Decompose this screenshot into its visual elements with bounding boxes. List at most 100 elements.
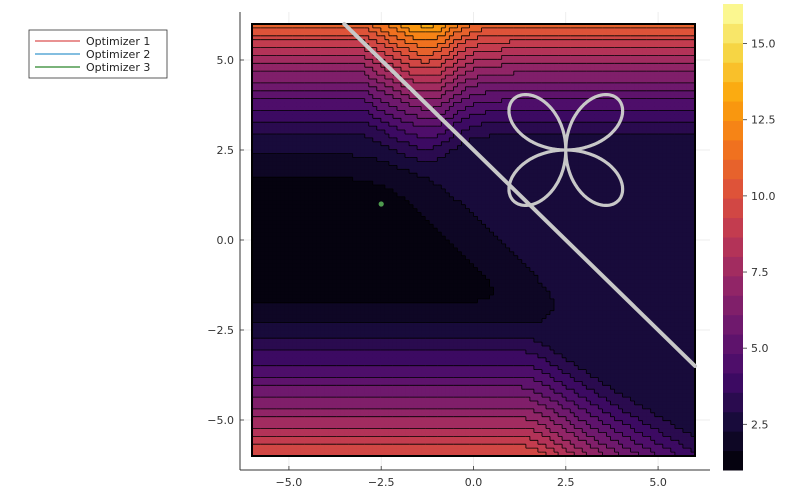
contour-cell xyxy=(396,397,402,402)
contour-cell xyxy=(372,373,378,379)
contour-cell xyxy=(368,169,374,174)
contour-cell xyxy=(429,236,434,241)
contour-cell xyxy=(280,267,285,273)
contour-cell xyxy=(308,236,314,241)
contour-cell xyxy=(372,130,378,135)
contour-cell xyxy=(312,401,318,406)
contour-cell xyxy=(332,393,338,398)
legend-label: Optimizer 3 xyxy=(86,61,150,74)
contour-cell xyxy=(433,35,438,41)
contour-cell xyxy=(405,436,410,441)
contour-cell xyxy=(392,369,398,375)
contour-cell xyxy=(328,236,334,241)
contour-cell xyxy=(292,349,297,355)
contour-cell xyxy=(421,63,426,68)
contour-cell xyxy=(252,71,257,76)
contour-cell xyxy=(288,326,293,331)
contour-cell xyxy=(260,165,265,170)
contour-cell xyxy=(409,424,414,430)
contour-cell xyxy=(328,24,334,29)
contour-cell xyxy=(300,314,305,320)
contour-cell xyxy=(252,349,257,355)
contour-cell xyxy=(316,43,322,49)
contour-cell xyxy=(268,216,273,221)
contour-cell xyxy=(368,389,374,394)
contour-cell xyxy=(372,90,378,96)
contour-cell xyxy=(352,243,358,249)
contour-cell xyxy=(413,310,418,316)
contour-cell xyxy=(392,24,398,29)
contour-cell xyxy=(388,51,394,57)
contour-cell xyxy=(280,346,285,351)
contour-cell xyxy=(288,318,293,324)
contour-cell xyxy=(396,377,402,382)
contour-cell xyxy=(413,357,418,363)
contour-cell xyxy=(401,75,406,80)
contour-cell xyxy=(260,31,265,37)
contour-cell xyxy=(348,357,354,363)
contour-cell xyxy=(332,287,338,292)
contour-cell xyxy=(316,389,322,394)
contour-cell xyxy=(332,94,338,100)
contour-cell xyxy=(324,346,330,351)
contour-cell xyxy=(336,349,342,355)
contour-cell xyxy=(352,149,358,155)
contour-cell xyxy=(433,114,438,119)
contour-cell xyxy=(320,310,326,316)
contour-cell xyxy=(312,173,318,178)
contour-cell xyxy=(352,373,358,379)
contour-cell xyxy=(340,110,346,115)
contour-cell xyxy=(356,86,362,92)
contour-cell xyxy=(413,110,418,115)
contour-cell xyxy=(425,318,430,324)
contour-cell xyxy=(356,361,362,367)
contour-cell xyxy=(348,365,354,371)
contour-cell xyxy=(256,263,261,269)
contour-cell xyxy=(388,173,394,178)
contour-cell xyxy=(352,141,358,147)
contour-cell xyxy=(352,220,358,225)
contour-cell xyxy=(320,110,326,115)
contour-cell xyxy=(429,397,434,402)
contour-cell xyxy=(433,43,438,49)
contour-cell xyxy=(320,71,326,76)
contour-cell xyxy=(300,177,305,182)
contour-cell xyxy=(304,361,309,367)
contour-cell xyxy=(356,259,362,265)
contour-cell xyxy=(405,161,410,166)
contour-cell xyxy=(356,369,362,375)
contour-cell xyxy=(368,118,374,123)
contour-cell xyxy=(344,177,350,182)
contour-cell xyxy=(344,342,350,347)
contour-cell xyxy=(405,236,410,241)
contour-cell xyxy=(413,408,418,414)
contour-cell xyxy=(260,118,265,123)
contour-cell xyxy=(280,185,285,190)
contour-cell xyxy=(388,90,394,96)
contour-cell xyxy=(272,346,277,351)
contour-cell xyxy=(417,118,422,123)
contour-cell xyxy=(312,275,318,280)
contour-cell xyxy=(316,196,322,202)
contour-cell xyxy=(280,275,285,280)
contour-cell xyxy=(396,349,402,355)
contour-cell xyxy=(276,118,281,123)
contour-cell xyxy=(332,102,338,108)
contour-cell xyxy=(364,357,370,363)
contour-cell xyxy=(284,259,289,265)
contour-cell xyxy=(401,263,406,269)
contour-cell xyxy=(264,420,269,426)
contour-cell xyxy=(316,153,322,159)
contour-cell xyxy=(396,31,402,37)
contour-cell xyxy=(356,169,362,174)
contour-cell xyxy=(260,35,265,41)
contour-cell xyxy=(344,291,350,296)
contour-cell xyxy=(413,98,418,104)
contour-cell xyxy=(272,267,277,273)
contour-cell xyxy=(364,334,370,339)
contour-cell xyxy=(364,365,370,371)
contour-cell xyxy=(268,424,273,430)
contour-cell xyxy=(344,145,350,151)
contour-cell xyxy=(344,114,350,119)
contour-cell xyxy=(264,122,269,127)
